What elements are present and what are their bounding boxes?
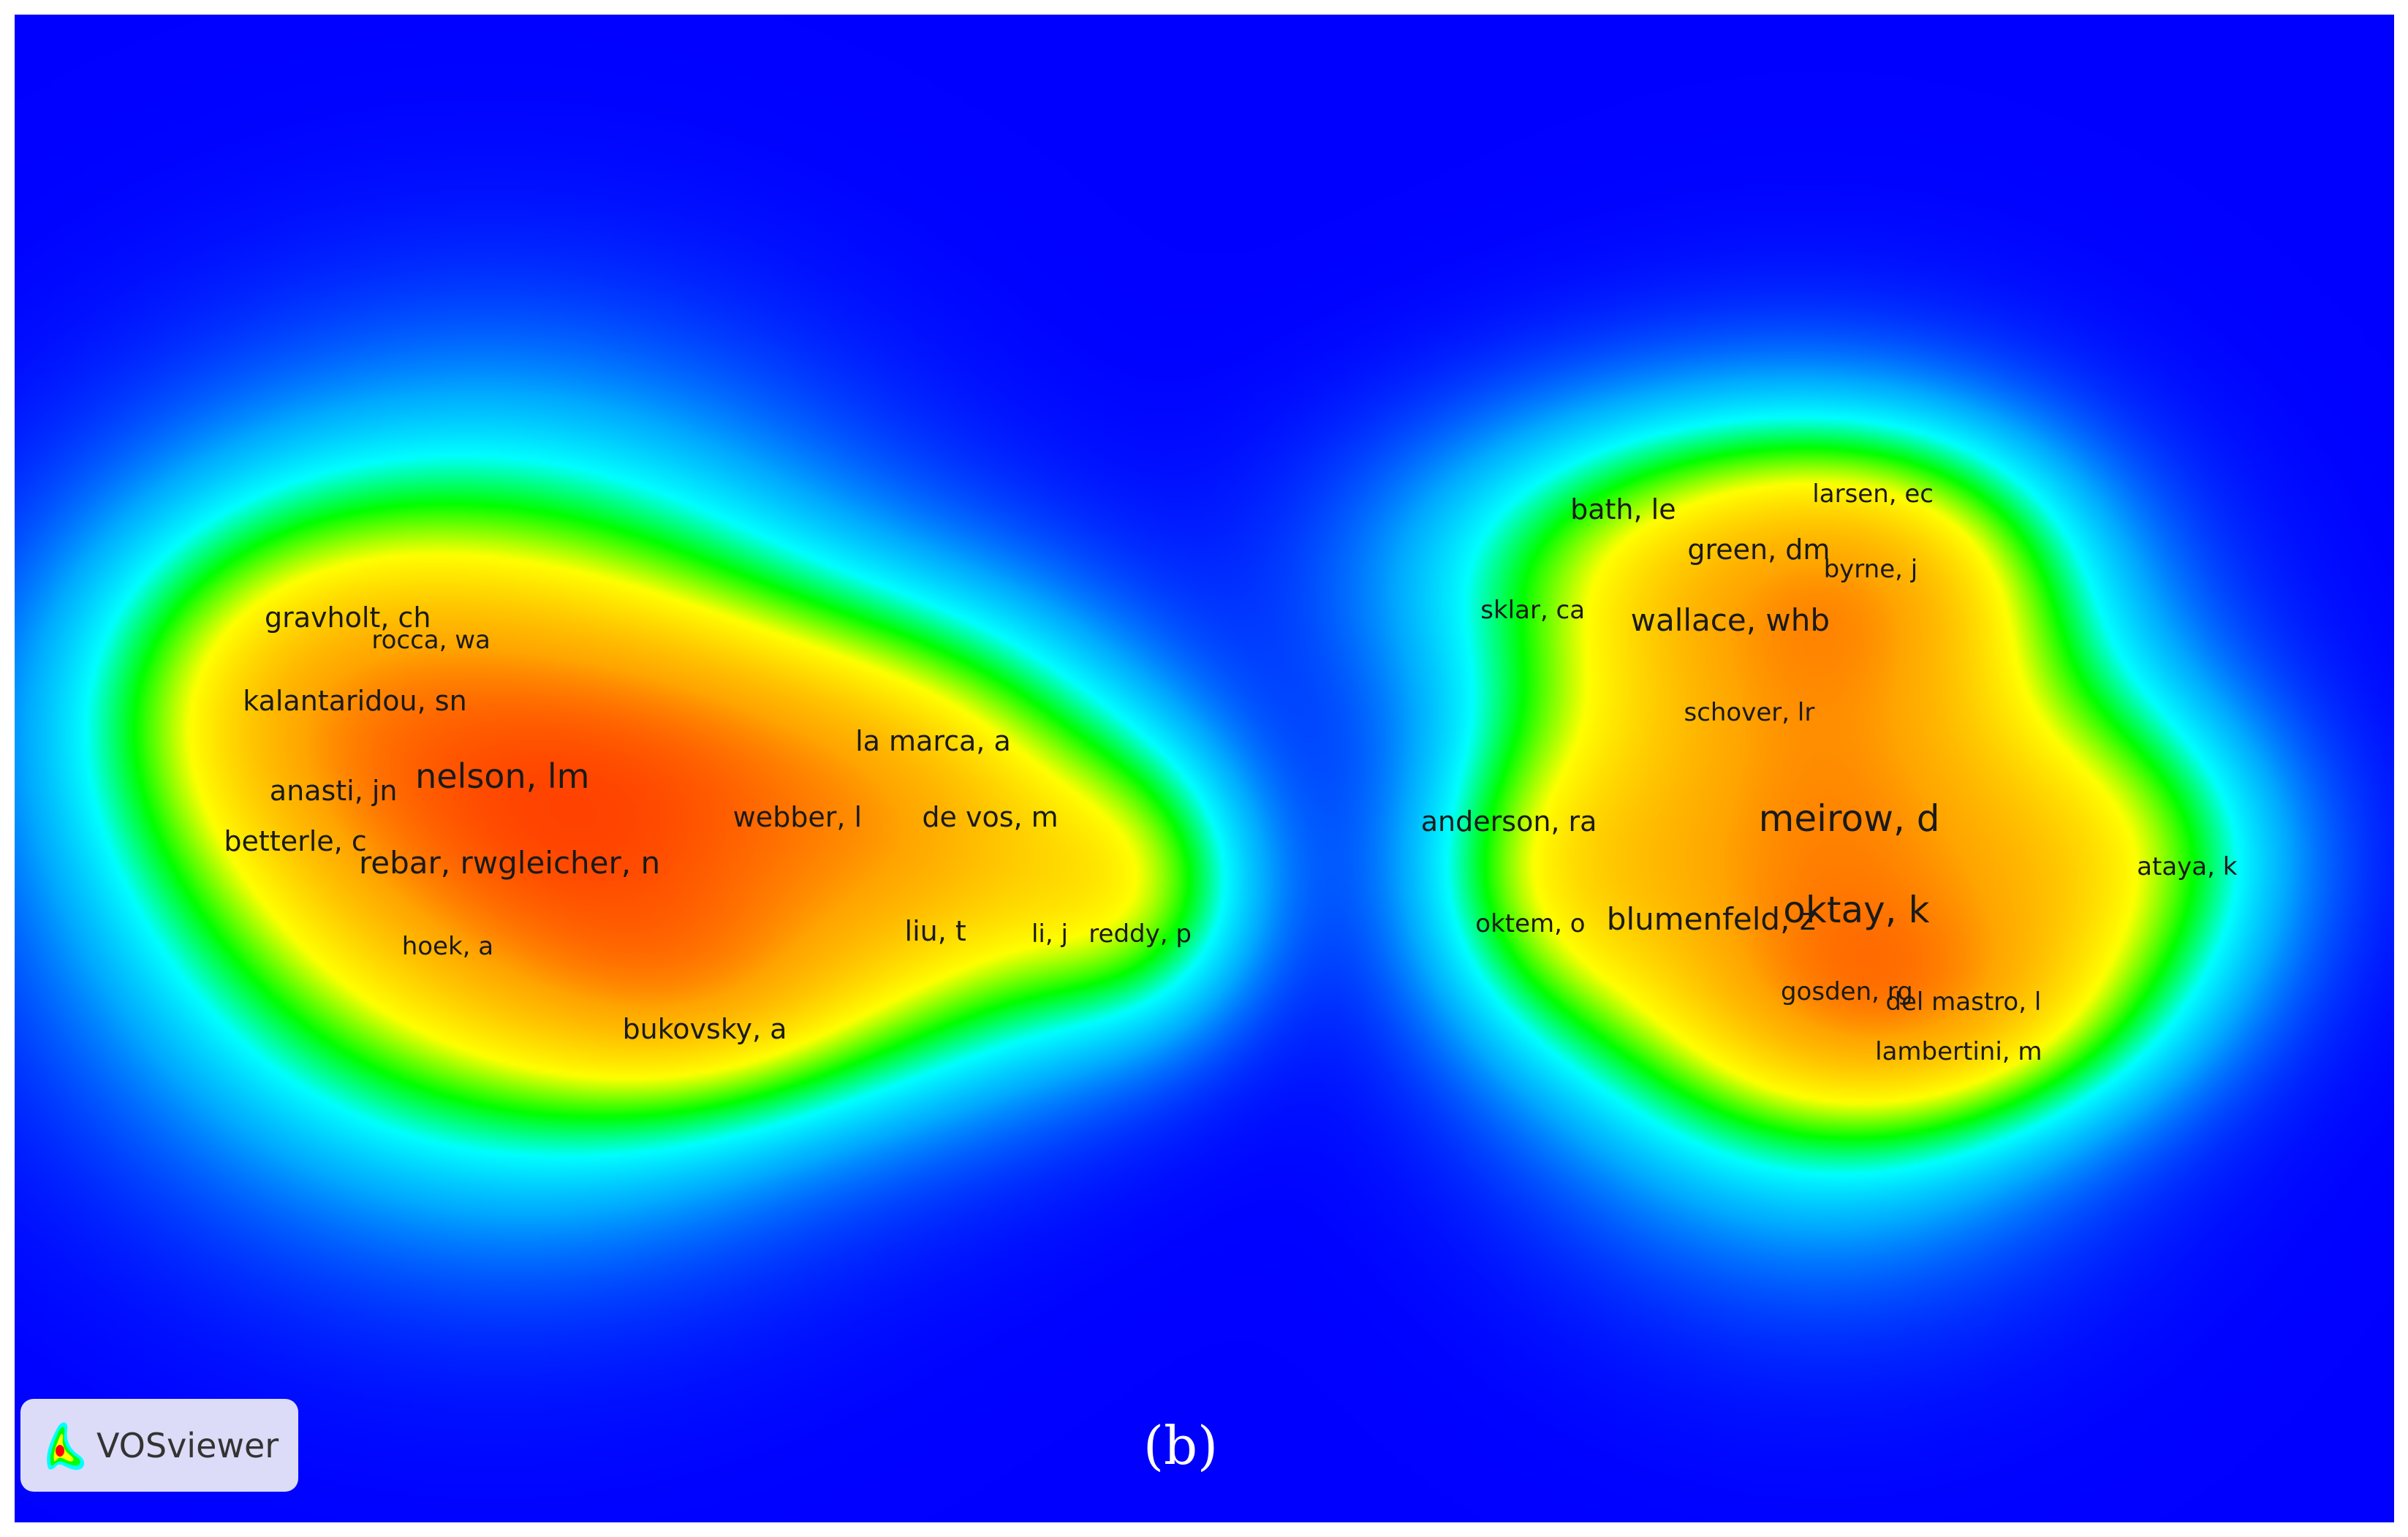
node-label: oktem, o xyxy=(1475,908,1586,938)
density-map: gravholt, ch rocca, wa kalantaridou, sn ana… xyxy=(15,15,2394,1522)
node-label: rocca, wa xyxy=(371,626,491,656)
vosviewer-logo-icon xyxy=(47,1422,85,1470)
node-label: sklar, ca xyxy=(1480,595,1586,625)
node-label: larsen, ec xyxy=(1812,479,1934,509)
node-label: gosden, rg xyxy=(1780,976,1913,1006)
node-label: gravholt, ch xyxy=(264,601,431,634)
node-label: rebar, rwgleicher, n xyxy=(358,845,661,881)
node-label: wallace, whb xyxy=(1630,602,1830,639)
node-label: del mastro, l xyxy=(1885,987,2042,1017)
vosviewer-logo: VOSviewer xyxy=(20,1399,298,1492)
node-label: li, j xyxy=(1031,919,1068,949)
node-label: liu, t xyxy=(904,915,966,948)
vosviewer-logo-text: VOSviewer xyxy=(96,1425,279,1465)
node-label: schover, lr xyxy=(1684,698,1815,728)
node-label: de vos, m xyxy=(922,800,1059,833)
node-label: green, dm xyxy=(1687,534,1830,566)
node-label: kalantaridou, sn xyxy=(243,684,467,717)
node-label: webber, l xyxy=(732,800,863,833)
node-labels: gravholt, ch rocca, wa kalantaridou, sn ana… xyxy=(15,15,2394,1522)
node-label: oktay, k xyxy=(1783,889,1930,932)
node-label: ataya, k xyxy=(2137,851,2238,881)
node-label: la marca, a xyxy=(855,725,1011,758)
node-label: meirow, d xyxy=(1758,797,1940,840)
node-label: blumenfeld, z xyxy=(1606,900,1816,937)
node-label: hoek, a xyxy=(401,931,494,961)
node-label: bath, le xyxy=(1570,493,1676,525)
node-label: reddy, p xyxy=(1088,919,1192,949)
node-label: nelson, lm xyxy=(415,756,590,796)
figure-caption: (b) xyxy=(1143,1415,1219,1476)
density-heatmap xyxy=(15,15,2394,1522)
node-label: betterle, c xyxy=(224,824,367,857)
node-label: lambertini, m xyxy=(1875,1037,2042,1067)
node-label: byrne, j xyxy=(1823,555,1918,585)
node-label: anderson, ra xyxy=(1420,805,1597,838)
node-label: bukovsky, a xyxy=(622,1013,787,1046)
node-label: anasti, jn xyxy=(269,775,398,808)
